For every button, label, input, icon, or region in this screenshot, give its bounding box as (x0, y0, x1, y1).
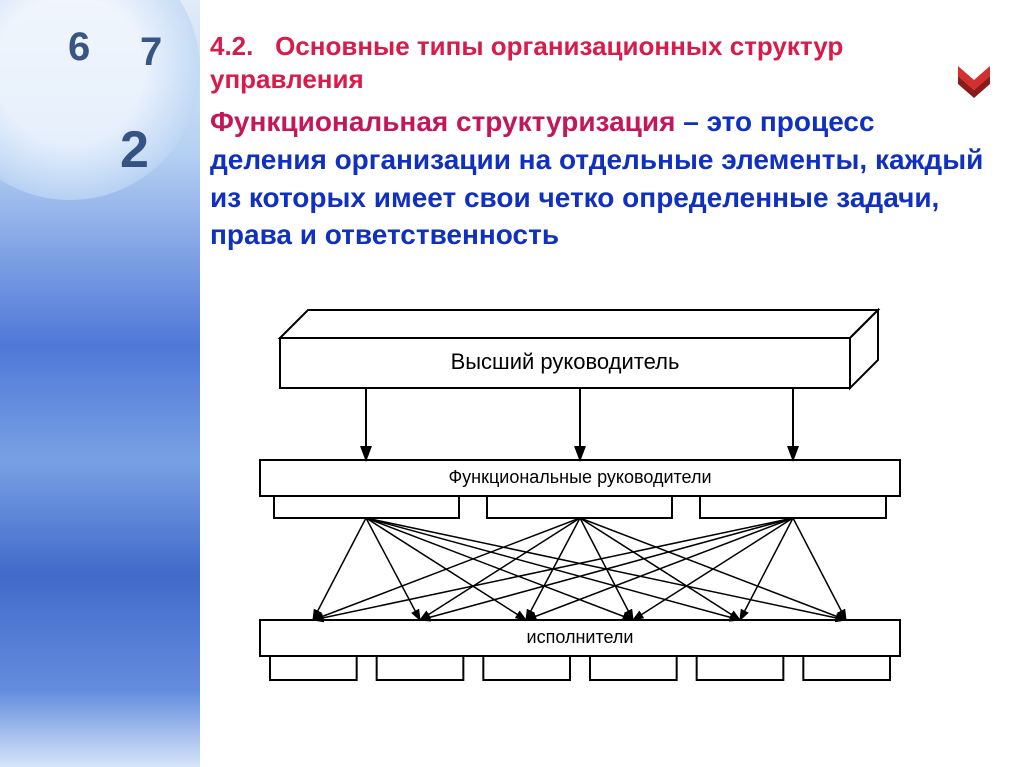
chevron-down-icon (954, 62, 994, 107)
section-title: 4.2. Основные типы организационных струк… (210, 30, 984, 95)
org-structure-diagram: Высший руководитель Функциональные руково… (200, 300, 960, 730)
dash: – (675, 106, 706, 137)
term: Функциональная структуризация (210, 106, 675, 137)
svg-text:исполнители: исполнители (527, 627, 634, 647)
section-number: 4.2. (210, 31, 253, 61)
definition-paragraph: Функциональная структуризация – это проц… (210, 103, 984, 254)
svg-text:Функциональные руководители: Функциональные руководители (448, 467, 711, 487)
content-area: 4.2. Основные типы организационных струк… (0, 0, 1024, 254)
section-title-text: Основные типы организационных структур у… (210, 31, 843, 94)
svg-text:Высший руководитель: Высший руководитель (451, 349, 680, 374)
